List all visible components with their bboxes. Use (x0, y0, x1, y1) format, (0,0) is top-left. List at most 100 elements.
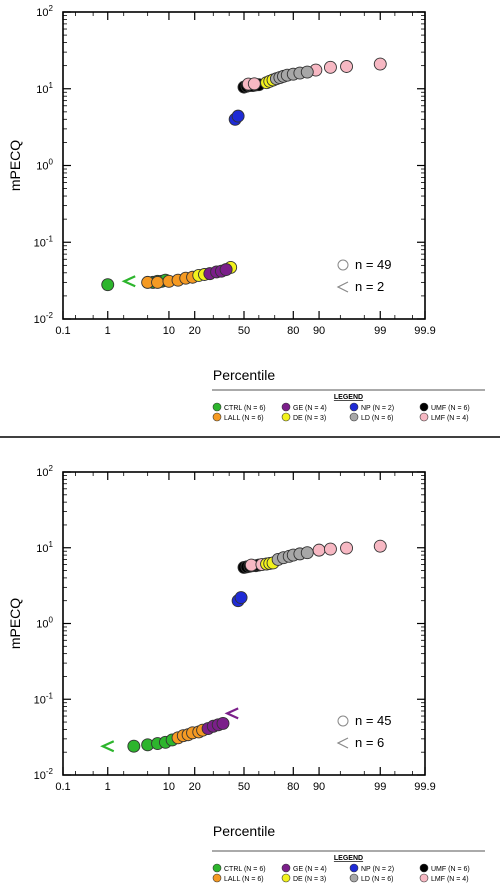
x-tick-label: 1 (105, 325, 111, 337)
data-point-lmf (323, 542, 337, 556)
legend-label-np: NP (N = 2) (361, 866, 394, 873)
legend-label-lall: LALL (N = 6) (224, 876, 264, 883)
data-point-ge (216, 716, 230, 730)
legend-title: LEGEND (334, 855, 363, 862)
legend-label-ld: LD (N = 6) (361, 876, 393, 883)
legend-label-umf: UMF (N = 6) (431, 405, 470, 412)
x-tick-label: 10 (163, 325, 175, 337)
x-tick-label: 0.1 (55, 325, 70, 337)
x-tick-label: 99.9 (414, 781, 435, 793)
legend-label-np: NP (N = 2) (361, 405, 394, 412)
nondetect-symbol-icon (336, 737, 349, 749)
legend-marker-lmf (419, 412, 429, 422)
legend-label-lmf: LMF (N = 4) (431, 876, 469, 883)
x-tick-label: 99 (374, 325, 386, 337)
data-point-lall (151, 275, 165, 289)
legend-label-lmf: LMF (N = 4) (431, 415, 469, 422)
x-tick-label: 80 (287, 325, 299, 337)
y-axis-label: mPECQ (7, 598, 23, 649)
legend-marker-de (281, 412, 291, 422)
nondetect-symbol-icon (336, 281, 349, 293)
data-point-ld (300, 546, 314, 560)
nondetect-marker-ge (224, 707, 239, 720)
legend-label-ctrl: CTRL (N = 6) (224, 866, 266, 873)
x-tick-label: 90 (313, 325, 325, 337)
x-tick-label: 20 (189, 325, 201, 337)
x-tick-label: 50 (238, 325, 250, 337)
legend-marker-lall (212, 873, 222, 883)
legend-marker-ld (349, 873, 359, 883)
detected-symbol-icon (337, 259, 349, 271)
nondetect-marker-ctrl (121, 275, 136, 288)
legend-label-ge: GE (N = 4) (293, 866, 327, 873)
legend: LEGEND CTRL (N = 6) GE (N = 4) NP (N = 2) UM… (212, 389, 485, 422)
data-point-np (234, 591, 248, 605)
legend-label-de: DE (N = 3) (293, 876, 326, 883)
legend-marker-ctrl (212, 402, 222, 412)
y-tick-label: 10-1 (34, 234, 54, 249)
detected-count: n = 45 (355, 713, 392, 728)
data-point-lmf (373, 57, 387, 71)
data-point-lmf (312, 543, 326, 557)
data-point-lmf (323, 60, 337, 74)
y-tick-label: 102 (36, 4, 53, 19)
detected-count: n = 49 (355, 257, 392, 272)
legend-marker-np (349, 402, 359, 412)
y-tick-label: 100 (36, 616, 53, 631)
x-tick-label: 1 (105, 781, 111, 793)
plot-frame (62, 11, 426, 320)
y-tick-label: 100 (36, 158, 53, 173)
data-point-lmf (340, 60, 353, 73)
x-tick-label: 10 (163, 781, 175, 793)
legend-marker-ld (349, 412, 359, 422)
legend-marker-umf (419, 863, 429, 873)
y-tick-label: 101 (36, 81, 53, 96)
y-tick-label: 10-1 (34, 691, 54, 706)
legend-marker-ctrl (212, 863, 222, 873)
data-point-lmf (373, 539, 387, 553)
legend-label-ld: LD (N = 6) (361, 415, 393, 422)
y-tick-label: 10-2 (34, 311, 54, 326)
legend-marker-ge (281, 402, 291, 412)
x-tick-label: 99.9 (414, 325, 435, 337)
legend-marker-ge (281, 863, 291, 873)
x-tick-label: 90 (313, 781, 325, 793)
x-tick-label: 0.1 (55, 781, 70, 793)
data-point-ge (219, 263, 233, 277)
nondetect-count: n = 6 (355, 735, 384, 750)
x-tick-label: 99 (374, 781, 386, 793)
legend-label-ctrl: CTRL (N = 6) (224, 405, 266, 412)
plot-frame (62, 471, 426, 776)
x-tick-label: 80 (287, 781, 299, 793)
legend-label-umf: UMF (N = 6) (431, 866, 470, 873)
data-point-lmf (247, 77, 261, 91)
nondetect-count: n = 2 (355, 279, 384, 294)
nondetect-marker-ctrl (100, 740, 115, 753)
data-point-np (231, 109, 245, 123)
x-tick-label: 50 (238, 781, 250, 793)
y-tick-label: 101 (36, 540, 53, 555)
chart-panel-bottom: 10-2 10-1 100 101 102 0.1 1 10 20 50 80 90 99 99.9 Per… (7, 464, 485, 883)
x-axis-label: Percentile (213, 367, 275, 383)
legend-label-ge: GE (N = 4) (293, 405, 327, 412)
legend: LEGEND CTRL (N = 6) GE (N = 4) NP (N = 2) UM… (212, 850, 485, 883)
legend-marker-umf (419, 402, 429, 412)
y-axis-label: mPECQ (7, 140, 23, 191)
legend-title: LEGEND (334, 394, 363, 401)
y-tick-label: 102 (36, 464, 53, 479)
y-tick-label: 10-2 (34, 767, 54, 782)
detected-symbol-icon (337, 715, 349, 727)
x-tick-label: 20 (189, 781, 201, 793)
legend-marker-lmf (419, 873, 429, 883)
legend-marker-lall (212, 412, 222, 422)
chart-panel-top: 10-2 10-1 100 101 102 0.1 1 10 20 50 80 90 99 99.9 Per… (7, 4, 485, 422)
legend-label-lall: LALL (N = 6) (224, 415, 264, 422)
x-axis-label: Percentile (213, 823, 275, 839)
data-point-ctrl (101, 278, 115, 292)
data-point-ld (300, 65, 314, 79)
legend-marker-de (281, 873, 291, 883)
legend-label-de: DE (N = 3) (293, 415, 326, 422)
data-point-lmf (340, 541, 353, 555)
data-point-ctrl (127, 739, 141, 753)
